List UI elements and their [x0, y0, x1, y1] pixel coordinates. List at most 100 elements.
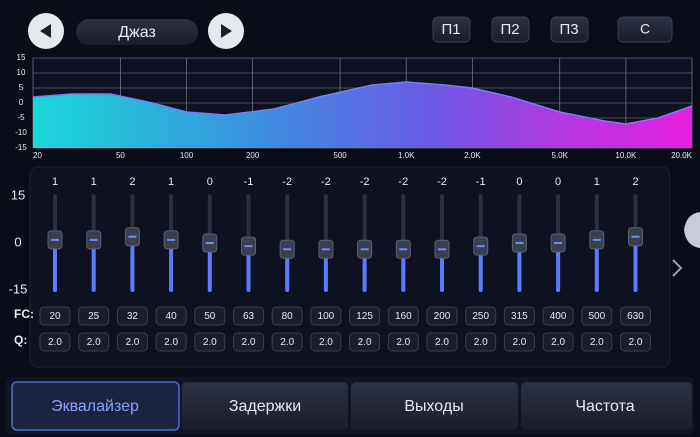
- gain-label: -2: [282, 176, 292, 188]
- q-value: 2.0: [280, 337, 294, 348]
- tab-label: Частота: [575, 398, 634, 415]
- fc-box[interactable]: [155, 306, 187, 326]
- q-box[interactable]: [349, 332, 381, 352]
- q-value: 2.0: [203, 337, 217, 348]
- gain-label: -1: [244, 176, 254, 188]
- preset-button[interactable]: [491, 16, 530, 43]
- fc-box[interactable]: [349, 306, 381, 326]
- gain-label: -2: [360, 176, 370, 188]
- q-box[interactable]: [194, 332, 226, 352]
- fc-value: 25: [88, 311, 100, 322]
- q-box[interactable]: [39, 332, 71, 352]
- x-tick-label: 100: [180, 151, 194, 160]
- reset-button[interactable]: [617, 16, 673, 43]
- tab[interactable]: [182, 382, 348, 430]
- prev-button[interactable]: [28, 13, 64, 49]
- y-tick-label: 10: [17, 68, 26, 77]
- q-value: 2.0: [474, 337, 488, 348]
- gain-label: -2: [321, 176, 331, 188]
- fc-label: FC:: [14, 307, 34, 321]
- q-box[interactable]: [426, 332, 458, 352]
- fc-value: 160: [395, 311, 412, 322]
- x-tick-label: 5.0K: [552, 151, 569, 160]
- fc-box[interactable]: [426, 306, 458, 326]
- preset-label: П2: [500, 21, 519, 38]
- q-box[interactable]: [542, 332, 574, 352]
- fc-value: 315: [511, 311, 528, 322]
- fc-box[interactable]: [581, 306, 613, 326]
- q-box[interactable]: [155, 332, 187, 352]
- preset-button[interactable]: [432, 16, 471, 43]
- gain-label: 2: [129, 176, 135, 188]
- q-box[interactable]: [387, 332, 419, 352]
- fc-box[interactable]: [116, 306, 148, 326]
- preset-button[interactable]: [550, 16, 589, 43]
- gain-label: -2: [437, 176, 447, 188]
- x-tick-label: 20.0K: [671, 151, 693, 160]
- x-tick-label: 500: [333, 151, 347, 160]
- tab-label: Эквалайзер: [51, 398, 139, 415]
- q-value: 2.0: [48, 337, 62, 348]
- scale-label: -15: [9, 281, 28, 296]
- fc-value: 500: [588, 311, 605, 322]
- fc-box[interactable]: [271, 306, 303, 326]
- fc-box[interactable]: [465, 306, 497, 326]
- gain-label: 1: [52, 176, 58, 188]
- fc-value: 400: [550, 311, 567, 322]
- tab[interactable]: [521, 382, 692, 430]
- next-button[interactable]: [208, 13, 244, 49]
- next-page-arrow[interactable]: [672, 259, 683, 277]
- fc-box[interactable]: [233, 306, 264, 326]
- fc-value: 630: [627, 311, 644, 322]
- y-tick-label: 0: [19, 98, 24, 107]
- fc-box[interactable]: [542, 306, 574, 326]
- fc-value: 32: [127, 311, 139, 322]
- gain-label: -2: [398, 176, 408, 188]
- q-value: 2.0: [629, 337, 643, 348]
- preset-name: Джаз: [118, 24, 156, 41]
- x-tick-label: 200: [246, 151, 260, 160]
- fc-value: 200: [434, 311, 451, 322]
- tab[interactable]: [351, 382, 518, 430]
- x-tick-label: 20: [33, 151, 42, 160]
- q-box[interactable]: [465, 332, 497, 352]
- q-value: 2.0: [319, 337, 333, 348]
- q-box[interactable]: [581, 332, 613, 352]
- tab-active[interactable]: [11, 381, 180, 431]
- fc-box[interactable]: [620, 306, 651, 326]
- x-tick-label: 2.0K: [464, 151, 481, 160]
- fc-value: 125: [356, 311, 373, 322]
- fc-box[interactable]: [39, 306, 71, 326]
- curve-line: [32, 81, 693, 125]
- y-tick-label: -5: [17, 113, 25, 122]
- x-tick-label: 1.0K: [398, 151, 415, 160]
- fc-box[interactable]: [387, 306, 419, 326]
- fc-box[interactable]: [310, 306, 342, 326]
- preset-pill[interactable]: [76, 19, 198, 45]
- q-box[interactable]: [233, 332, 264, 352]
- side-handle[interactable]: [684, 212, 700, 248]
- sliders: 150-151202.01252.02322.01402.00502.0-163…: [9, 176, 651, 352]
- q-box[interactable]: [503, 332, 535, 352]
- gain-label: 0: [207, 176, 213, 188]
- fc-value: 100: [318, 311, 335, 322]
- q-value: 2.0: [87, 337, 101, 348]
- q-box[interactable]: [271, 332, 303, 352]
- fc-box[interactable]: [78, 306, 110, 326]
- q-box[interactable]: [620, 332, 651, 352]
- gain-label: 0: [555, 176, 561, 188]
- q-box[interactable]: [116, 332, 148, 352]
- fc-value: 20: [49, 311, 61, 322]
- fc-box[interactable]: [194, 306, 226, 326]
- q-value: 2.0: [512, 337, 526, 348]
- q-box[interactable]: [78, 332, 110, 352]
- gain-label: 2: [632, 176, 638, 188]
- q-box[interactable]: [310, 332, 342, 352]
- fc-value: 63: [243, 311, 255, 322]
- fc-box[interactable]: [503, 306, 535, 326]
- curve-area: [33, 82, 692, 148]
- x-tick-label: 10.0K: [615, 151, 637, 160]
- q-value: 2.0: [125, 337, 139, 348]
- y-tick-label: 5: [19, 83, 24, 92]
